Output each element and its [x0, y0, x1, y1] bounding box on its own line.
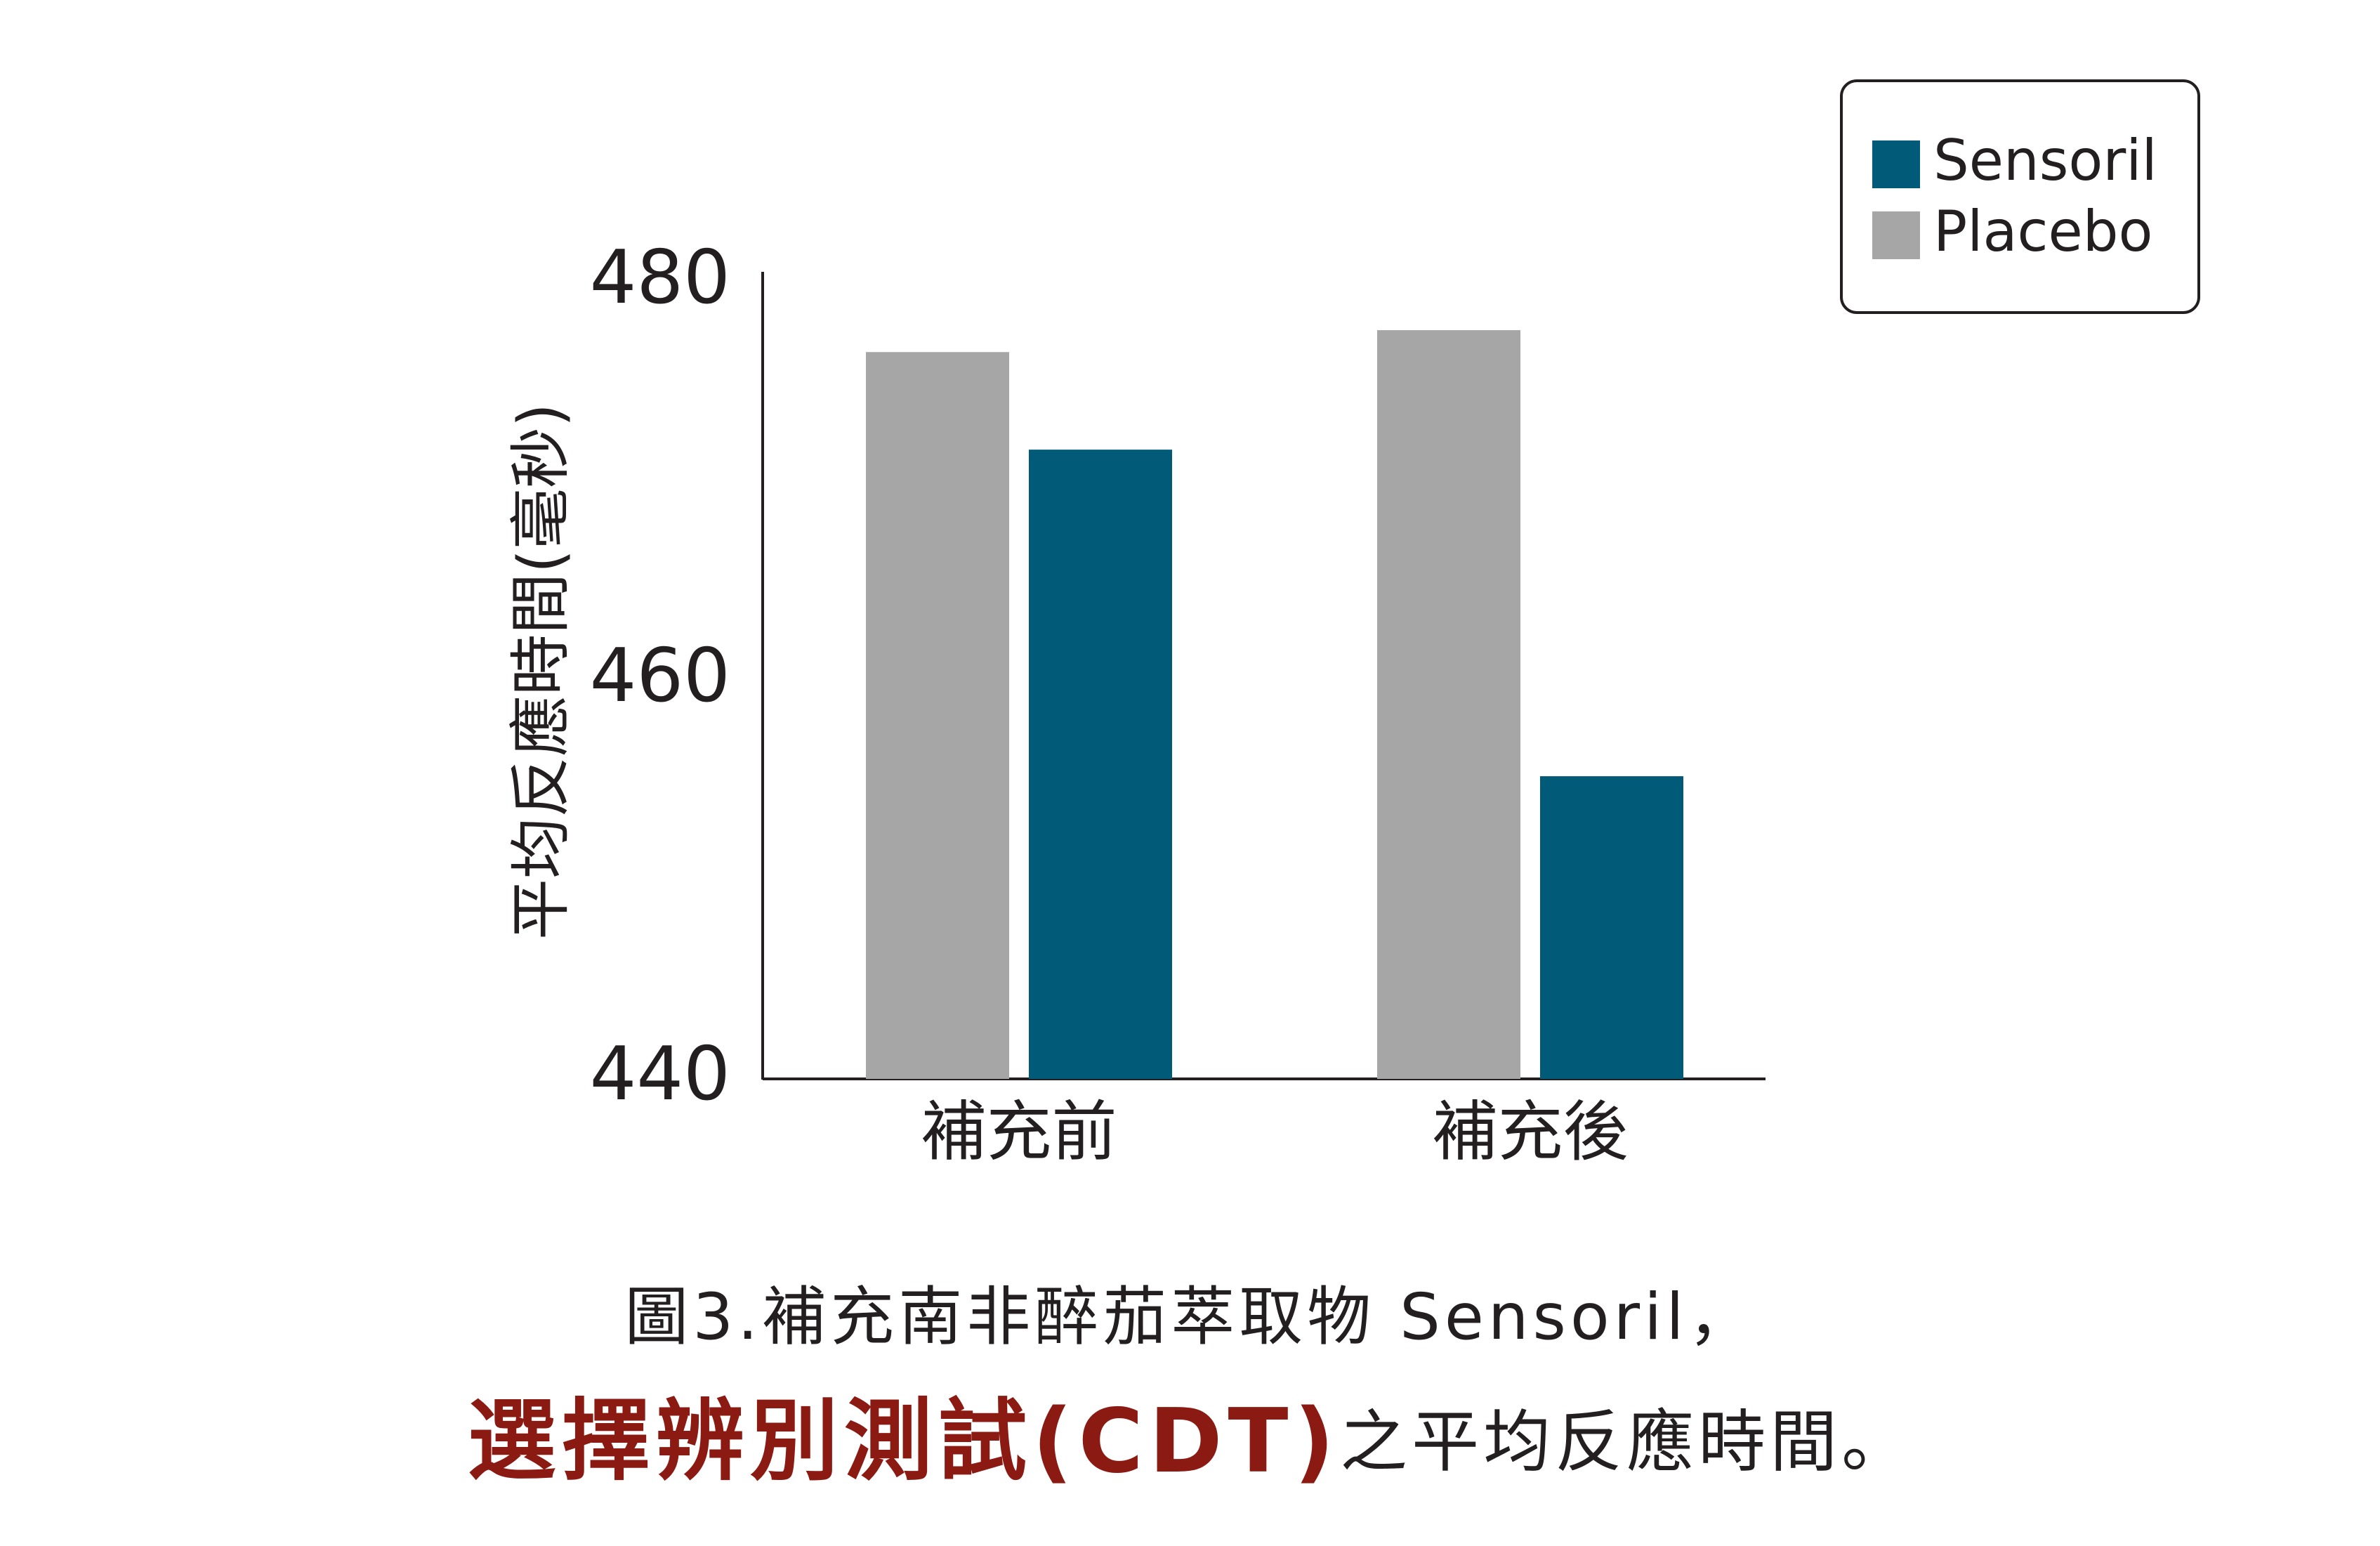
bar — [866, 352, 1009, 1080]
bar — [1377, 330, 1520, 1079]
legend-label: Placebo — [1933, 199, 2152, 264]
legend-swatch — [1872, 211, 1920, 259]
y-tick-label: 460 — [590, 633, 730, 719]
x-tick-label: 補充前 — [921, 1094, 1117, 1170]
caption-rest: 之平均反應時間。 — [1340, 1403, 1913, 1481]
legend-swatch — [1872, 140, 1920, 188]
legend-label: Sensoril — [1933, 128, 2157, 193]
legend-box — [1840, 79, 2200, 314]
bar — [1029, 450, 1172, 1079]
y-axis-label: 平均反應時間(毫秒) — [505, 403, 577, 940]
bar — [1540, 776, 1683, 1079]
caption-line1: 圖3.補充南非醉茄萃取物 Sensoril， — [624, 1280, 1756, 1354]
caption-highlight: 選擇辨別測試(CDT) — [468, 1389, 1340, 1493]
caption-line2: 選擇辨別測試(CDT)之平均反應時間。 — [468, 1389, 1913, 1493]
y-tick-label: 440 — [590, 1031, 730, 1117]
y-tick-label: 480 — [590, 235, 730, 320]
x-tick-label: 補充後 — [1433, 1094, 1629, 1170]
